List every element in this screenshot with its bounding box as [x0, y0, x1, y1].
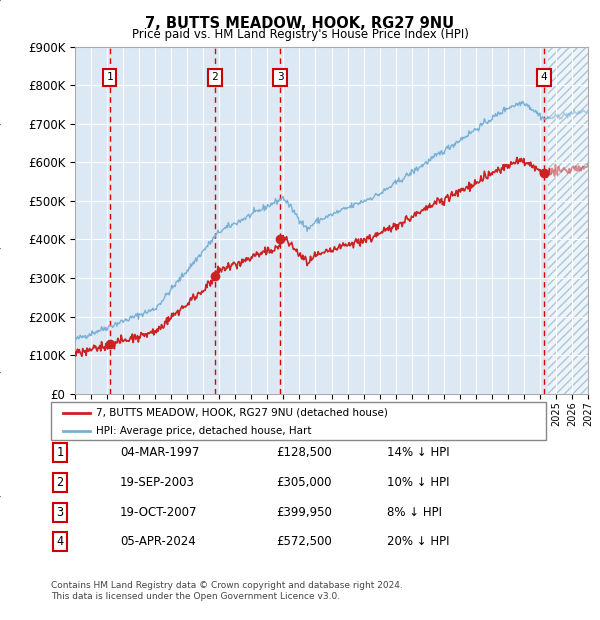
Text: £128,500: £128,500	[276, 446, 332, 459]
Text: Contains HM Land Registry data © Crown copyright and database right 2024.: Contains HM Land Registry data © Crown c…	[51, 581, 403, 590]
Text: 8% ↓ HPI: 8% ↓ HPI	[387, 506, 442, 518]
Bar	[548, 46, 588, 394]
Text: 3: 3	[56, 506, 64, 518]
Text: 05-APR-2024: 05-APR-2024	[120, 536, 196, 548]
Text: Price paid vs. HM Land Registry's House Price Index (HPI): Price paid vs. HM Land Registry's House …	[131, 28, 469, 41]
Text: 4: 4	[541, 73, 547, 82]
Text: 1: 1	[106, 73, 113, 82]
Bar	[548, 46, 588, 394]
Text: £399,950: £399,950	[276, 506, 332, 518]
Text: 14% ↓ HPI: 14% ↓ HPI	[387, 446, 449, 459]
Text: £305,000: £305,000	[276, 476, 331, 489]
Text: 2: 2	[56, 476, 64, 489]
Text: 19-OCT-2007: 19-OCT-2007	[120, 506, 197, 518]
Text: 7, BUTTS MEADOW, HOOK, RG27 9NU (detached house): 7, BUTTS MEADOW, HOOK, RG27 9NU (detache…	[96, 407, 388, 417]
Text: £572,500: £572,500	[276, 536, 332, 548]
Text: 10% ↓ HPI: 10% ↓ HPI	[387, 476, 449, 489]
Text: 3: 3	[277, 73, 284, 82]
Text: 04-MAR-1997: 04-MAR-1997	[120, 446, 199, 459]
Text: 2: 2	[211, 73, 218, 82]
Text: HPI: Average price, detached house, Hart: HPI: Average price, detached house, Hart	[96, 425, 311, 436]
Text: 20% ↓ HPI: 20% ↓ HPI	[387, 536, 449, 548]
Text: 19-SEP-2003: 19-SEP-2003	[120, 476, 195, 489]
Text: This data is licensed under the Open Government Licence v3.0.: This data is licensed under the Open Gov…	[51, 592, 340, 601]
Text: 1: 1	[56, 446, 64, 459]
Text: 4: 4	[56, 536, 64, 548]
Text: 7, BUTTS MEADOW, HOOK, RG27 9NU: 7, BUTTS MEADOW, HOOK, RG27 9NU	[145, 16, 455, 31]
